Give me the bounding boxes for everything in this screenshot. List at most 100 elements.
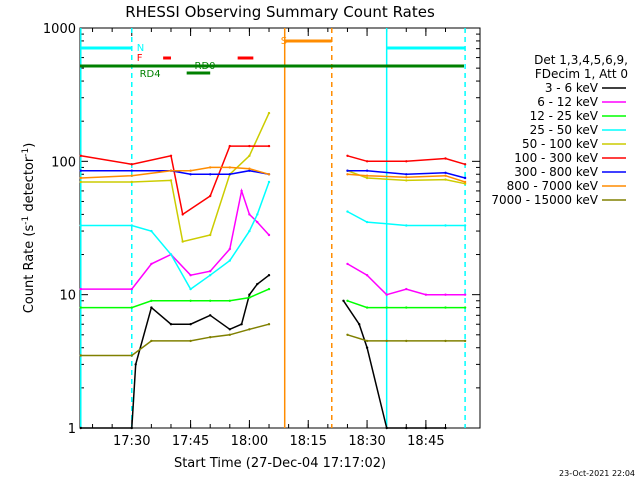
night-label: N [137,43,144,54]
data-point [365,339,369,343]
series-line-25-50-kev-kev [347,210,466,227]
data-point [189,323,192,326]
data-point [240,189,243,193]
data-point [267,180,271,184]
data-point [405,339,408,343]
data-point [228,333,231,336]
data-point [248,229,251,233]
series-line-800-7000-kev-kev [80,166,270,179]
data-point [365,176,369,180]
data-point [365,220,369,224]
data-point [463,182,467,185]
data-point [463,176,467,180]
data-point [365,274,369,277]
data-point [385,339,388,343]
x-tick-label: 18:15 [290,434,327,449]
data-point [240,323,243,326]
data-point [444,224,447,227]
legend-label: 50 - 100 keV [522,137,599,151]
data-point [181,240,184,243]
data-point [209,166,212,169]
data-point [248,167,251,170]
legend-label: 12 - 25 keV [530,109,599,123]
x-tick-label: 18:30 [348,434,385,449]
data-point [444,171,447,174]
data-point [267,144,271,148]
data-point [256,282,259,286]
legend-label: 6 - 12 keV [537,95,599,109]
data-point [130,169,133,172]
x-tick-label: 17:30 [113,434,150,449]
data-point [189,173,192,176]
data-point [424,293,428,296]
x-tick-label: 18:45 [407,434,444,449]
data-point [228,259,231,262]
data-point [346,154,349,157]
data-point [130,426,133,430]
data-point [385,306,388,309]
data-point [228,328,231,331]
data-point [405,160,408,163]
rd4-label: RD4 [140,69,161,80]
data-point [256,213,259,216]
data-point [267,111,271,115]
data-point [385,293,388,296]
data-point [444,426,447,430]
data-point [189,274,192,277]
data-point [130,174,133,177]
data-point [209,314,212,317]
legend-label: 100 - 300 keV [514,151,598,165]
series-line-3-6-kev-kev [342,300,446,429]
data-point [405,176,408,179]
legend-label: 7000 - 15000 keV [491,193,598,207]
data-point [79,154,83,157]
data-point [405,287,408,291]
data-point [444,293,447,296]
data-point [365,169,369,172]
data-point [248,293,251,296]
data-point [267,287,271,291]
legend-label: 25 - 50 keV [530,123,599,137]
data-point [346,333,349,336]
data-point [267,323,271,326]
data-point [463,180,467,184]
data-point [444,306,447,309]
series-line-12-25-kev-kev [347,300,466,309]
x-tick-label: 18:00 [231,434,268,449]
data-point [79,354,83,357]
data-point [346,299,349,302]
data-point [385,426,388,430]
series-line-50-100-kev-kev [80,112,270,243]
data-point [405,306,408,309]
series-layer [79,111,467,430]
data-point [130,163,133,166]
data-point [150,306,153,309]
saa-label: S [281,36,287,47]
data-point [130,354,133,357]
legend-label: 300 - 800 keV [514,165,598,179]
data-point [189,339,192,343]
flare-label: F [137,53,143,64]
x-axis-label: Start Time (27-Dec-04 17:17:02) [174,456,386,471]
data-point [405,426,408,430]
data-point [444,178,447,181]
data-point [267,173,271,176]
data-point [228,247,231,251]
data-point [209,233,212,237]
data-point [248,328,251,331]
data-point [405,179,408,182]
data-point [365,160,369,163]
y-tick-label: 100 [51,155,76,170]
data-point [134,363,137,366]
data-point [346,210,349,213]
data-point [228,299,231,302]
data-point [346,262,349,266]
data-point [150,299,153,302]
series-line-3-6-kev-kev [80,274,270,429]
data-point [405,173,408,176]
data-point [228,144,231,148]
data-point [150,229,153,233]
data-point [248,169,251,172]
